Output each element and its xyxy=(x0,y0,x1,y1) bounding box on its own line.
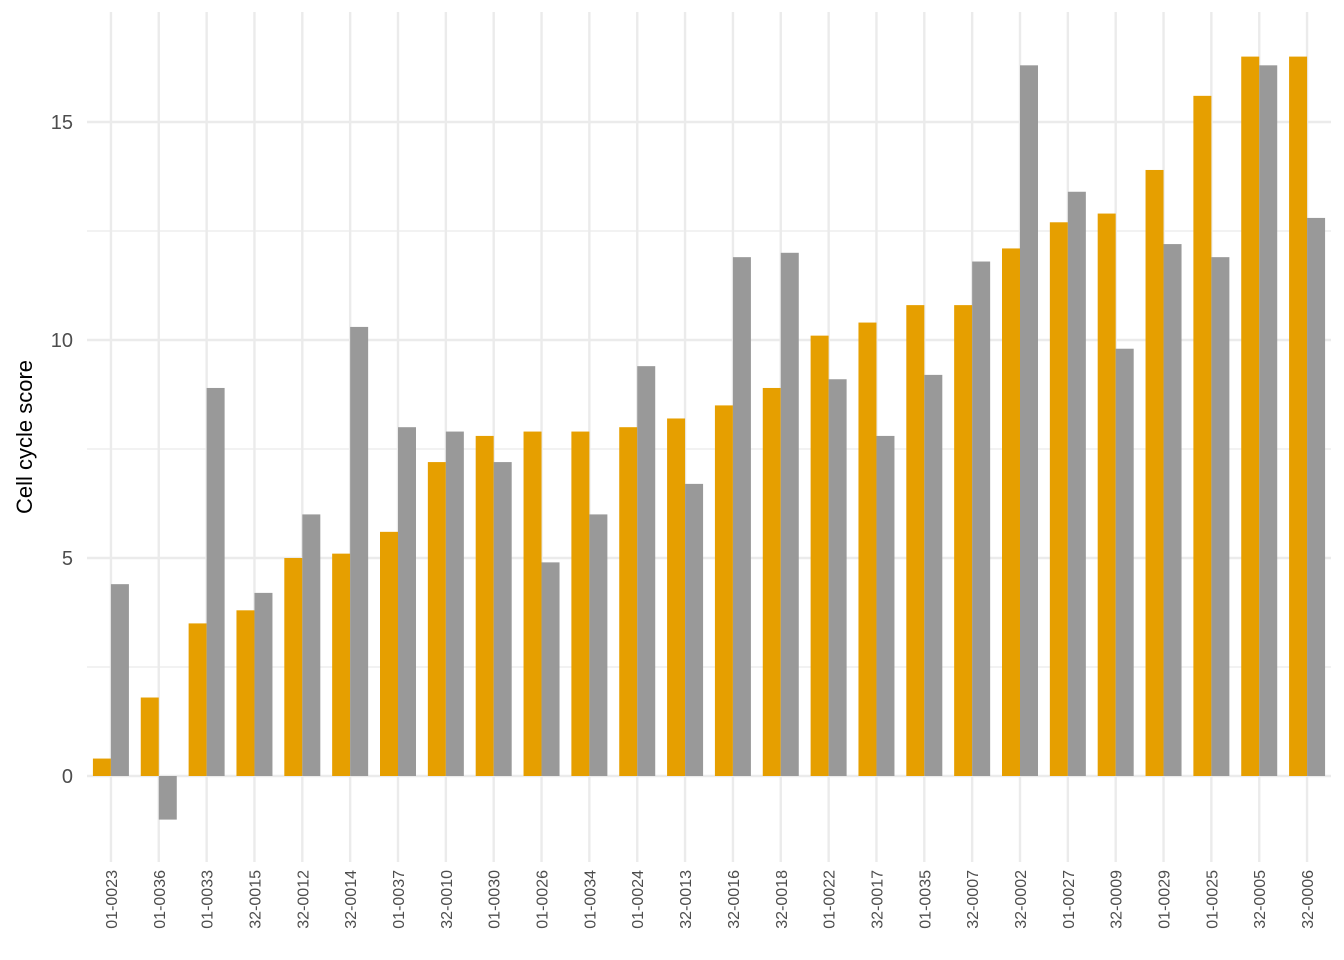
bar-series-2 xyxy=(110,584,129,776)
bar-series-1 xyxy=(140,697,159,776)
bars xyxy=(92,56,1326,820)
bar-series-1 xyxy=(1241,56,1260,777)
x-tick-label: 01-0034 xyxy=(582,870,599,929)
bar-series-1 xyxy=(810,335,829,776)
x-tick-label: 01-0027 xyxy=(1061,870,1078,929)
y-tick-label: 15 xyxy=(51,112,73,134)
x-tick-label: 32-0002 xyxy=(1013,870,1030,929)
bar-series-2 xyxy=(1307,217,1326,777)
bar-series-2 xyxy=(828,379,847,776)
bar-series-2 xyxy=(685,483,704,776)
bar-series-2 xyxy=(1020,65,1038,776)
bar-series-1 xyxy=(1002,248,1020,776)
bar-series-1 xyxy=(906,305,925,776)
x-tick-label: 32-0009 xyxy=(1109,870,1126,929)
bar-series-1 xyxy=(667,418,686,776)
bar-series-2 xyxy=(350,326,369,776)
x-tick-label: 01-0022 xyxy=(822,870,839,929)
x-axis-ticks: 01-0023 01-0036 01-0033 32-0015 32-0012 32-00… xyxy=(104,870,1317,929)
bar-series-2 xyxy=(541,562,560,776)
bar-series-2 xyxy=(398,427,416,776)
x-tick-label: 01-0029 xyxy=(1157,870,1174,929)
x-tick-label: 01-0024 xyxy=(630,870,647,929)
y-tick-label: 0 xyxy=(62,766,73,788)
y-tick-label: 10 xyxy=(51,330,73,352)
bar-series-2 xyxy=(876,435,895,776)
bar-series-1 xyxy=(1193,95,1212,777)
bar-series-2 xyxy=(1115,348,1134,776)
bar-series-1 xyxy=(475,435,494,776)
y-axis-ticks: 0 5 10 15 xyxy=(51,112,73,788)
bar-series-1 xyxy=(188,623,207,776)
x-tick-label: 01-0035 xyxy=(917,870,934,929)
x-tick-label: 32-0015 xyxy=(247,870,264,929)
x-tick-label: 01-0036 xyxy=(152,870,169,929)
bar-series-1 xyxy=(571,431,590,776)
bar-series-2 xyxy=(1211,257,1230,776)
bar-series-1 xyxy=(427,462,446,776)
bar-series-1 xyxy=(236,610,255,776)
x-tick-label: 32-0018 xyxy=(774,870,791,929)
bar-series-1 xyxy=(332,553,351,776)
bar-series-2 xyxy=(589,514,608,776)
bar-series-1 xyxy=(380,531,398,776)
bar-series-2 xyxy=(1163,244,1182,776)
x-tick-label: 01-0037 xyxy=(391,870,408,929)
x-tick-label: 32-0006 xyxy=(1300,870,1317,929)
bar-series-1 xyxy=(858,322,877,776)
x-tick-label: 32-0005 xyxy=(1252,870,1269,929)
bar-series-2 xyxy=(445,431,464,776)
bar-series-2 xyxy=(780,252,799,777)
bar-series-2 xyxy=(254,592,273,776)
bar-series-2 xyxy=(637,366,656,776)
bar-series-1 xyxy=(284,558,303,776)
bar-series-2 xyxy=(1067,191,1086,776)
x-tick-label: 32-0012 xyxy=(295,870,312,929)
x-tick-label: 01-0033 xyxy=(200,870,217,929)
bar-series-1 xyxy=(1289,56,1308,777)
bar-series-1 xyxy=(523,431,542,776)
x-tick-label: 32-0010 xyxy=(439,870,456,929)
x-tick-label: 01-0025 xyxy=(1204,870,1221,929)
bar-series-1 xyxy=(1145,169,1164,776)
bar-series-2 xyxy=(732,257,751,776)
bar-series-2 xyxy=(302,514,321,776)
bar-series-1 xyxy=(92,758,111,776)
x-tick-label: 01-0030 xyxy=(487,870,504,929)
bar-series-1 xyxy=(954,305,973,776)
x-tick-label: 32-0013 xyxy=(678,870,695,929)
bar-series-2 xyxy=(206,387,225,776)
bar-series-1 xyxy=(1097,213,1116,776)
x-tick-label: 32-0014 xyxy=(343,870,360,929)
bar-series-2 xyxy=(493,462,512,776)
y-axis-title: Cell cycle score xyxy=(12,360,37,514)
grid-lines xyxy=(87,12,1331,862)
x-tick-label: 01-0026 xyxy=(535,870,552,929)
bar-series-2 xyxy=(158,776,177,820)
bar-series-1 xyxy=(714,405,733,776)
x-tick-label: 01-0023 xyxy=(104,870,121,929)
bar-series-1 xyxy=(619,427,638,776)
x-tick-label: 32-0017 xyxy=(869,870,886,929)
x-tick-label: 32-0016 xyxy=(726,870,743,929)
bar-series-2 xyxy=(1259,65,1278,776)
bar-series-2 xyxy=(972,261,991,776)
x-tick-label: 32-0007 xyxy=(965,870,982,929)
bar-series-1 xyxy=(762,387,781,776)
bar-series-1 xyxy=(1049,222,1068,776)
y-tick-label: 5 xyxy=(62,548,73,570)
bar-series-2 xyxy=(924,374,943,776)
